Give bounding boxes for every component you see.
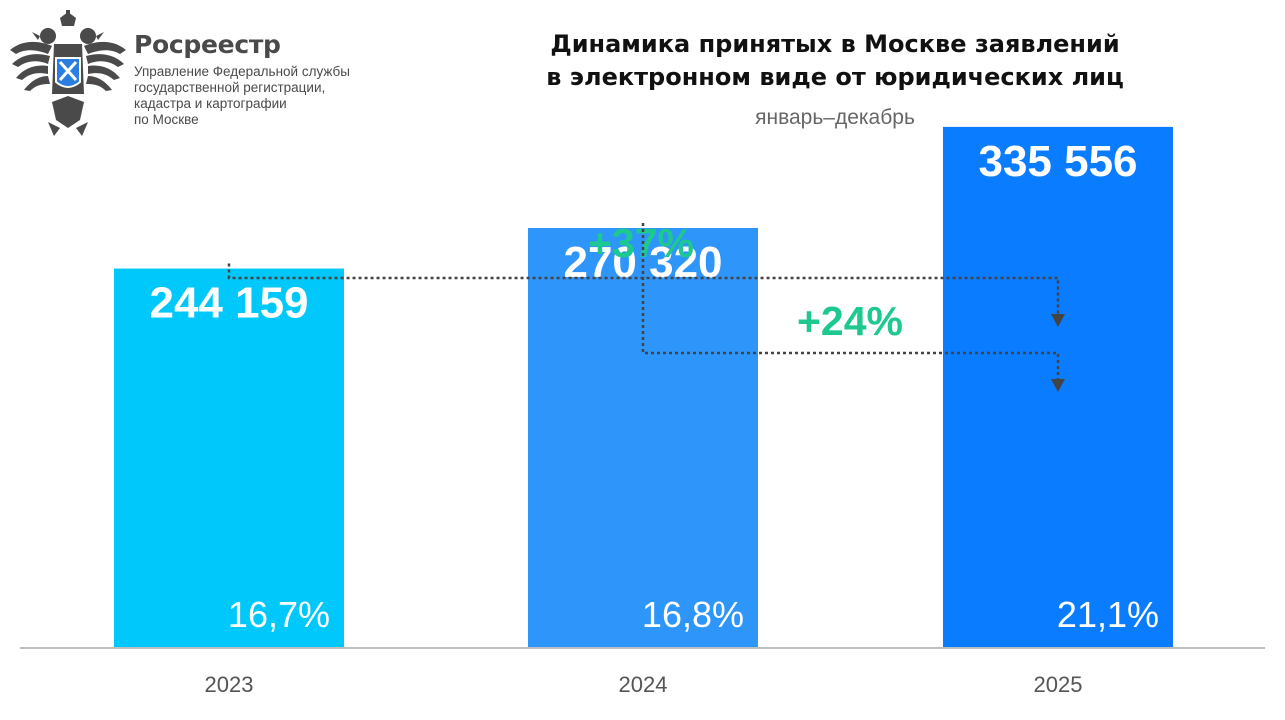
x-tick-label: 2023 [205,672,254,697]
growth-arrowhead [1051,379,1065,392]
x-tick-label: 2025 [1034,672,1083,697]
x-tick-label: 2024 [619,672,668,697]
org-name: Росреестр [134,30,281,59]
chart-title-line: в электронном виде от юридических лиц [546,63,1124,91]
growth-connector [641,223,1060,380]
growth-label: +24% [797,298,903,344]
growth-label: +37% [588,220,694,266]
bar-share-label: 16,8% [642,594,744,635]
rosreestr-emblem-icon [10,10,126,136]
bar-value-label: 244 159 [149,279,308,328]
chart-title-line: Динамика принятых в Москве заявлений [550,30,1120,58]
growth-arrowhead [1051,314,1065,327]
bar-share-label: 16,7% [228,594,330,635]
bar-share-label: 21,1% [1057,594,1159,635]
org-subtitle-line: Управление Федеральной службы [134,64,350,79]
chart-title: Динамика принятых в Москве заявлений в э… [470,28,1200,94]
org-subtitle-line: кадастра и картографии [134,96,287,111]
org-subtitle-line: государственной регистрации, [134,80,326,95]
bar-value-label: 335 556 [978,137,1137,186]
org-subtitle-line: по Москве [134,112,199,127]
bar [114,268,344,647]
chart-subtitle: январь–декабрь [755,106,915,129]
org-subtitle: Управление Федеральной службы государств… [134,64,394,128]
